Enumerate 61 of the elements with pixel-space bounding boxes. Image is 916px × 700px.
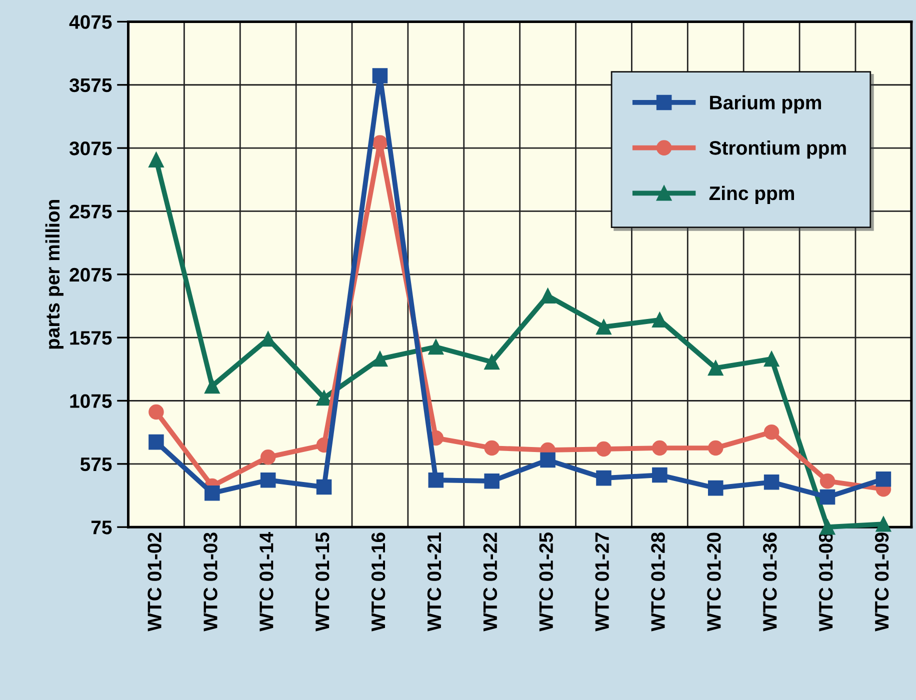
point [764,424,780,440]
x-tick-label: WTC 01-21 [427,532,442,632]
point [764,474,780,490]
point [372,351,388,367]
y-tick-label: 575 [80,458,112,472]
point [372,135,388,150]
y-axis-title: parts per million [45,200,64,349]
x-tick-label: WTC 01-27 [595,532,609,632]
point [372,68,388,84]
point [876,516,892,532]
point [260,449,276,465]
point [820,489,836,505]
point [596,470,612,486]
legend-label: Zinc ppm [709,186,794,204]
legend-label: Strontium ppm [709,140,846,159]
point [876,471,892,487]
point [652,467,668,483]
point [204,378,220,394]
point [484,354,500,370]
point [708,360,724,376]
point [260,472,276,488]
point [652,440,668,456]
y-tick-label: 2575 [70,204,112,218]
y-tick-label: 1575 [70,331,112,345]
x-tick-label: WTC 01-14 [260,532,274,632]
point [484,440,500,456]
x-tick-label: WTC 01-28 [651,532,665,632]
y-tick-label: 75 [91,520,112,534]
point [316,479,332,495]
point [484,473,500,489]
x-tick-label: WTC 01-36 [763,532,777,632]
point [596,319,612,335]
x-tick-label: WTC 01-15 [315,532,330,632]
point [148,152,164,168]
y-tick-label: 1075 [70,394,112,408]
y-tick-label: 2075 [70,268,112,282]
y-tick-label: 3075 [69,142,112,156]
point [204,485,220,501]
point [148,434,164,450]
x-tick-label: WTC 01-20 [707,532,721,632]
x-tick-label: WTC 01-02 [148,532,162,632]
point [708,440,724,456]
x-tick-label: WTC 01-09 [874,532,889,632]
x-tick-label: WTC 01-22 [483,532,498,632]
y-tick-label: 4075 [69,15,112,29]
point [820,519,836,535]
point [708,480,724,496]
legend-label: Barium ppm [710,95,822,114]
point [316,390,332,406]
point [596,441,612,457]
y-tick-label: 3575 [69,78,112,92]
x-tick-label: WTC 01-03 [204,532,218,632]
point [820,473,836,489]
point [428,339,444,355]
point [540,288,556,304]
point [764,351,780,367]
point [540,452,556,468]
point [148,404,164,420]
x-tick-label: WTC 01-16 [371,532,386,632]
x-tick-label: WTC 01-25 [539,532,554,632]
point [428,472,444,488]
